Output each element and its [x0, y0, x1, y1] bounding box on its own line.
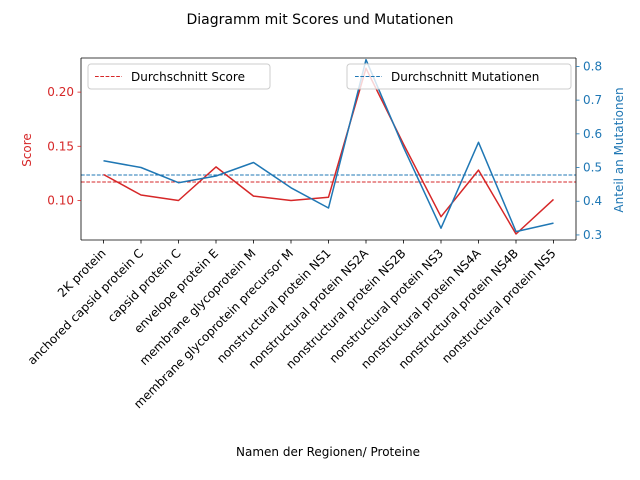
legend-score-frame	[87, 63, 271, 90]
right-tick-label: 0.4	[583, 194, 602, 208]
legend-score: Durchschnitt Score	[87, 63, 271, 90]
left-axis-label: Score	[20, 133, 34, 167]
left-tick-label: 0.20	[47, 85, 74, 99]
right-tick-label: 0.5	[583, 161, 602, 175]
right-tick-label: 0.3	[583, 228, 602, 242]
legend-mutations-frame	[346, 63, 572, 90]
left-tick-label: 0.10	[47, 193, 74, 207]
right-tick-label: 0.6	[583, 127, 602, 141]
legend-mutations-label: Durchschnitt Mutationen	[391, 70, 539, 84]
legend-score-label: Durchschnitt Score	[131, 70, 245, 84]
left-tick-label: 0.15	[47, 139, 74, 153]
right-tick-label: 0.7	[583, 93, 602, 107]
legend-mutations: Durchschnitt Mutationen	[346, 63, 572, 90]
series-line-score	[103, 67, 555, 235]
right-axis-label: Anteil an Mutationen	[612, 87, 626, 212]
chart-title: Diagramm mit Scores und Mutationen	[186, 12, 453, 28]
right-tick-label: 0.8	[583, 59, 602, 73]
x-axis-label: Namen der Regionen/ Proteine	[236, 445, 420, 459]
